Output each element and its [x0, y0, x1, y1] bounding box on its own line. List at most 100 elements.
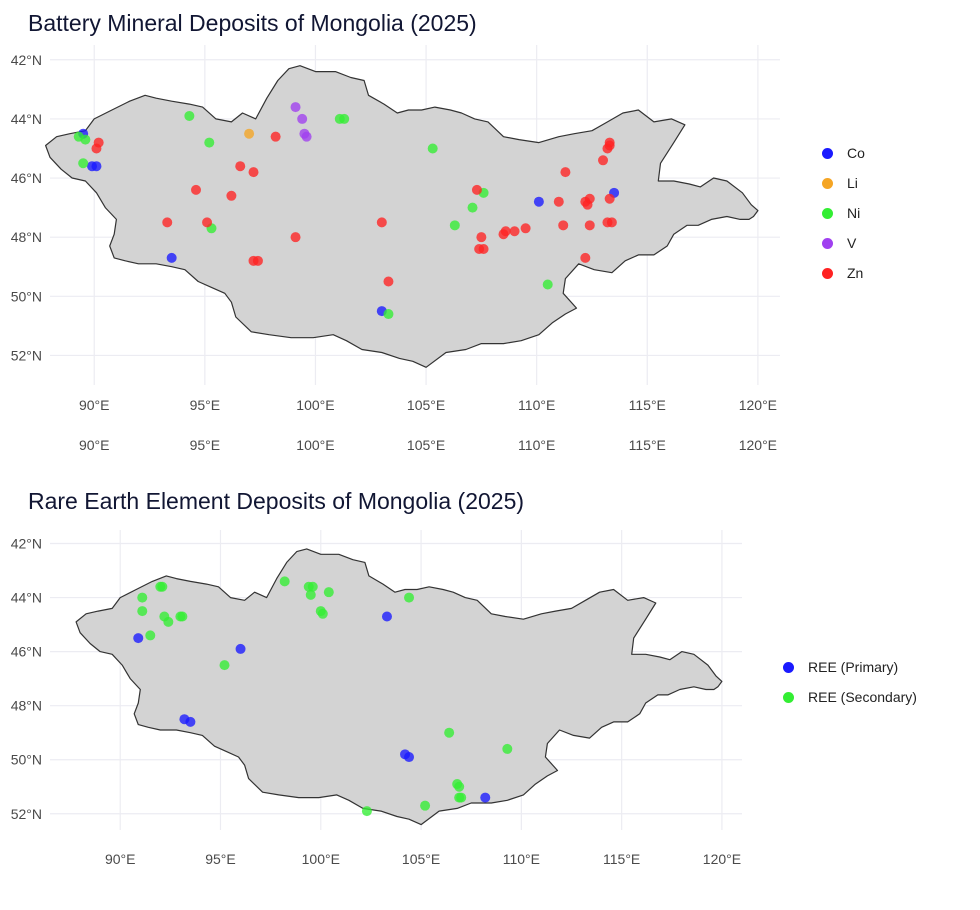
deposit-point-ni	[339, 113, 350, 124]
lon-tick-label: 120°E	[739, 437, 777, 453]
legend-dot-ree-primary	[783, 661, 794, 673]
deposit-point-ree-secondary	[157, 581, 168, 592]
ree-legend: REE (Primary) REE (Secondary)	[783, 659, 973, 719]
map-title: Battery Mineral Deposits of Mongolia (20…	[28, 10, 477, 36]
lon-axis-labels: 90°E 95°E 100°E 105°E 110°E 115°E 120°E	[79, 437, 777, 453]
legend-dot-zn	[822, 267, 833, 279]
lat-tick-label: 42°N	[11, 536, 42, 552]
deposit-point-zn	[520, 223, 531, 234]
deposit-points	[73, 102, 620, 320]
lon-tick-label: 115°E	[629, 397, 666, 413]
deposit-point-ni	[467, 202, 478, 213]
lon-tick-label: 115°E	[603, 851, 640, 867]
deposit-point-ree-secondary	[456, 792, 467, 803]
legend-item-ree-secondary: REE (Secondary)	[783, 689, 917, 705]
deposit-point-ree-secondary	[177, 611, 188, 622]
deposit-point-zn	[553, 196, 564, 207]
deposit-point-ni	[184, 110, 195, 121]
ree-map-plot: 52°N 50°N 48°N 46°N 44°N 42°N 90°E 95°E 100°E 105…	[11, 530, 742, 867]
deposit-point-co	[91, 161, 102, 172]
deposit-point-zn	[248, 167, 259, 178]
legend-dot-ni	[822, 207, 833, 219]
lat-tick-label: 52°N	[11, 806, 42, 822]
deposit-point-ree-secondary	[317, 608, 328, 619]
lon-tick-label: 95°E	[190, 397, 221, 413]
deposit-point-ree-primary	[381, 611, 392, 622]
lon-tick-label: 120°E	[703, 851, 741, 867]
deposit-point-zn	[376, 217, 387, 228]
lon-tick-label: 105°E	[407, 397, 445, 413]
lat-tick-label: 42°N	[11, 52, 42, 68]
deposit-point-v	[290, 102, 301, 113]
deposit-point-ni	[383, 309, 394, 320]
battery-legend: Co Li Ni V Zn	[822, 145, 962, 295]
deposit-point-zn	[604, 193, 615, 204]
lon-tick-label: 120°E	[739, 397, 777, 413]
lon-axis-labels: 90°E 95°E 100°E 105°E 110°E 115°E 120°E	[105, 851, 741, 867]
legend-label-zn: Zn	[847, 265, 864, 281]
lat-tick-label: 48°N	[11, 698, 42, 714]
deposit-point-ree-secondary	[404, 592, 415, 603]
battery-map-plot: 52°N 50°N 48°N 46°N 44°N 42°N 90°E 95°E 100°E 105…	[11, 45, 780, 453]
deposit-point-ree-primary	[404, 752, 415, 763]
deposit-point-zn	[604, 140, 615, 151]
lon-tick-label: 100°E	[302, 851, 340, 867]
lon-tick-label: 100°E	[296, 437, 334, 453]
deposit-point-zn	[582, 199, 593, 210]
battery-mineral-map-panel: Battery Mineral Deposits of Mongolia (20…	[11, 10, 962, 453]
legend-dot-co	[822, 147, 833, 159]
deposit-point-co	[533, 196, 544, 207]
deposit-point-ree-secondary	[305, 589, 316, 600]
deposit-point-ni	[427, 143, 438, 154]
deposit-point-ree-primary	[133, 633, 144, 644]
lon-tick-label: 105°E	[407, 437, 445, 453]
deposit-point-zn	[500, 226, 511, 237]
legend-item-zn: Zn	[822, 265, 863, 281]
deposit-point-ree-primary	[235, 643, 246, 654]
deposit-point-co	[166, 252, 177, 263]
lon-tick-label: 110°E	[518, 397, 555, 413]
deposit-point-ree-secondary	[307, 581, 318, 592]
legend-label-ni: Ni	[847, 205, 861, 221]
mongolia-outline	[75, 548, 723, 826]
lon-tick-label: 90°E	[105, 851, 136, 867]
ree-map-panel: Rare Earth Element Deposits of Mongolia …	[0, 470, 980, 910]
deposit-point-zn	[235, 161, 246, 172]
lat-axis-labels: 52°N 50°N 48°N 46°N 44°N 42°N	[11, 52, 42, 364]
deposit-point-ree-secondary	[323, 587, 334, 598]
lon-tick-label: 90°E	[79, 437, 110, 453]
deposit-point-zn	[270, 131, 281, 142]
lat-tick-label: 48°N	[11, 229, 42, 245]
deposit-point-ni	[542, 279, 553, 290]
mongolia-outline	[44, 65, 759, 368]
deposit-point-v	[301, 131, 312, 142]
deposit-points	[133, 576, 513, 817]
lat-tick-label: 52°N	[11, 347, 42, 363]
lon-axis-labels: 90°E 95°E 100°E 105°E 110°E 115°E 120°E	[79, 397, 777, 413]
deposit-point-ree-secondary	[145, 630, 156, 641]
lat-tick-label: 44°N	[11, 111, 42, 127]
deposit-point-zn	[252, 255, 263, 266]
deposit-point-ni	[449, 220, 460, 231]
deposit-point-ree-secondary	[444, 727, 455, 738]
legend-label-ree-primary: REE (Primary)	[808, 659, 899, 675]
lon-tick-label: 115°E	[629, 437, 666, 453]
lat-tick-label: 50°N	[11, 752, 42, 768]
deposit-point-zn	[509, 226, 520, 237]
deposit-point-ni	[78, 158, 89, 169]
deposit-point-zn	[202, 217, 213, 228]
deposit-point-ni	[80, 134, 91, 145]
legend-dot-ree-secondary	[783, 691, 794, 703]
deposit-point-li	[244, 128, 255, 139]
map-title: Rare Earth Element Deposits of Mongolia …	[28, 488, 525, 514]
deposit-point-zn	[290, 232, 301, 243]
lon-tick-label: 110°E	[503, 851, 540, 867]
deposit-point-zn	[476, 232, 487, 243]
lat-axis-labels: 52°N 50°N 48°N 46°N 44°N 42°N	[11, 536, 42, 822]
deposit-point-v	[297, 113, 308, 124]
lat-tick-label: 46°N	[11, 644, 42, 660]
deposit-point-ree-secondary	[137, 592, 148, 603]
deposit-point-zn	[598, 155, 609, 166]
lat-tick-label: 50°N	[11, 288, 42, 304]
legend-item-co: Co	[822, 145, 865, 161]
